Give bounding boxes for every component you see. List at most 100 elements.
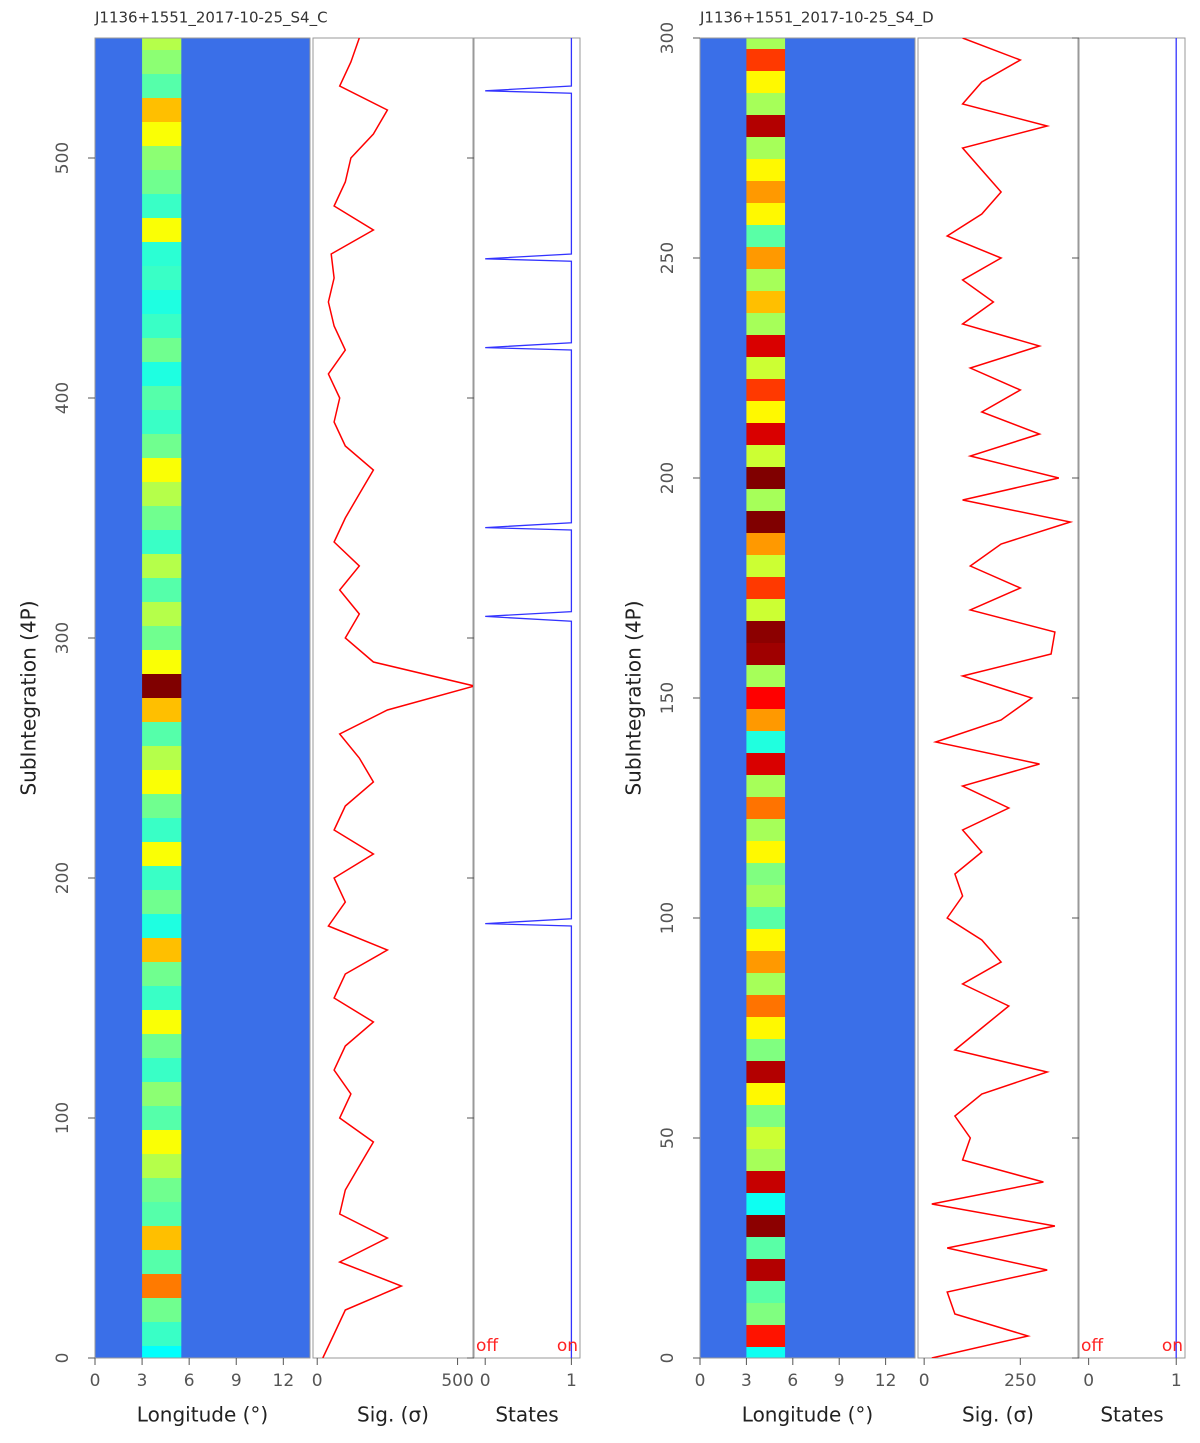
y-tick-label: 300 (658, 22, 678, 54)
heatmap-row (142, 1346, 182, 1358)
heatmap-row (142, 746, 182, 770)
panel-frame (917, 37, 1079, 1359)
y-tick-label: 400 (53, 382, 73, 414)
heatmap-row (746, 1281, 786, 1303)
heatmap-row (142, 1034, 182, 1058)
heatmap-row (746, 885, 786, 907)
heatmap-row (142, 1154, 182, 1178)
y-tick-label: 0 (53, 1353, 73, 1364)
x-axis-label: States (495, 1403, 558, 1427)
x-tick-label: 0 (312, 1371, 323, 1391)
heatmap-row (746, 1347, 786, 1358)
x-axis-label: Longitude (°) (742, 1403, 873, 1427)
heatmap-row (142, 698, 182, 722)
heatmap-row (142, 1274, 182, 1298)
heatmap-row (746, 379, 786, 401)
heatmap-row (746, 1061, 786, 1083)
heatmap-row (142, 434, 182, 458)
heatmap-row (142, 794, 182, 818)
heatmap-row (142, 1178, 182, 1202)
heatmap-row (746, 665, 786, 687)
panel-title: J1136+1551_2017-10-25_S4_C (94, 9, 328, 28)
states-line (485, 38, 573, 1358)
heatmap-row (746, 819, 786, 841)
heatmap-row (746, 1149, 786, 1171)
heatmap-row (746, 93, 786, 115)
heatmap-row (142, 362, 182, 386)
y-tick-label: 150 (658, 682, 678, 714)
heatmap-row (746, 49, 786, 71)
heatmap-row (746, 577, 786, 599)
x-tick-label: 6 (787, 1371, 798, 1391)
x-tick-label: 0 (1083, 1371, 1094, 1391)
heatmap-row (746, 533, 786, 555)
heatmap-row (142, 122, 182, 146)
heatmap-row (746, 1083, 786, 1105)
heatmap-row (746, 995, 786, 1017)
x-tick-label: 0 (695, 1371, 706, 1391)
heatmap-row (746, 1259, 786, 1281)
y-tick-label: 50 (658, 1127, 678, 1149)
heatmap-row (142, 266, 182, 290)
heatmap-row (746, 709, 786, 731)
x-axis-label: Longitude (°) (137, 1403, 268, 1427)
heatmap-row (142, 458, 182, 482)
heatmap-row (746, 929, 786, 951)
x-tick-label: 1 (566, 1371, 577, 1391)
x-axis-label: Sig. (σ) (962, 1403, 1034, 1427)
heatmap-row (142, 818, 182, 842)
heatmap-row (142, 1226, 182, 1250)
heatmap-row (142, 554, 182, 578)
heatmap-background (700, 38, 915, 1358)
x-tick-label: 12 (875, 1371, 897, 1391)
heatmap-row (142, 410, 182, 434)
y-tick-label: 200 (658, 462, 678, 494)
heatmap-row (746, 247, 786, 269)
heatmap-row (746, 687, 786, 709)
heatmap-row (746, 1237, 786, 1259)
heatmap-row (142, 722, 182, 746)
sig-curve (322, 38, 473, 1358)
heatmap-row (746, 115, 786, 137)
y-tick-label: 100 (658, 902, 678, 934)
heatmap-row (746, 1171, 786, 1193)
heatmap-row (142, 1250, 182, 1274)
heatmap-row (142, 674, 182, 698)
heatmap-row (746, 907, 786, 929)
x-tick-label: 9 (834, 1371, 845, 1391)
heatmap-row (142, 914, 182, 938)
x-tick-label: 500 (441, 1371, 473, 1391)
heatmap-row (142, 1202, 182, 1226)
state-label: on (557, 1336, 578, 1356)
heatmap-row (746, 71, 786, 93)
heatmap-row (746, 225, 786, 247)
y-tick-label: 100 (53, 1102, 73, 1134)
heatmap-row (746, 269, 786, 291)
panel-frame (94, 37, 311, 1359)
y-tick-label: 200 (53, 862, 73, 894)
heatmap-row (746, 423, 786, 445)
heatmap-row (142, 242, 182, 266)
y-tick-label: 0 (658, 1353, 678, 1364)
heatmap-row (746, 599, 786, 621)
heatmap-row (142, 530, 182, 554)
heatmap-row (746, 753, 786, 775)
panel-frame (1078, 37, 1186, 1359)
heatmap-row (746, 797, 786, 819)
state-label: off (476, 1336, 499, 1356)
heatmap-row (142, 290, 182, 314)
heatmap-row (142, 74, 182, 98)
heatmap-row (746, 1325, 786, 1347)
heatmap-row (746, 951, 786, 973)
heatmap-row (746, 467, 786, 489)
heatmap-row (746, 38, 786, 49)
heatmap-row (142, 842, 182, 866)
heatmap-row (142, 602, 182, 626)
heatmap-row (142, 50, 182, 74)
x-tick-label: 3 (137, 1371, 148, 1391)
heatmap-row (142, 170, 182, 194)
heatmap-row (746, 621, 786, 643)
heatmap-row (142, 218, 182, 242)
x-tick-label: 3 (741, 1371, 752, 1391)
